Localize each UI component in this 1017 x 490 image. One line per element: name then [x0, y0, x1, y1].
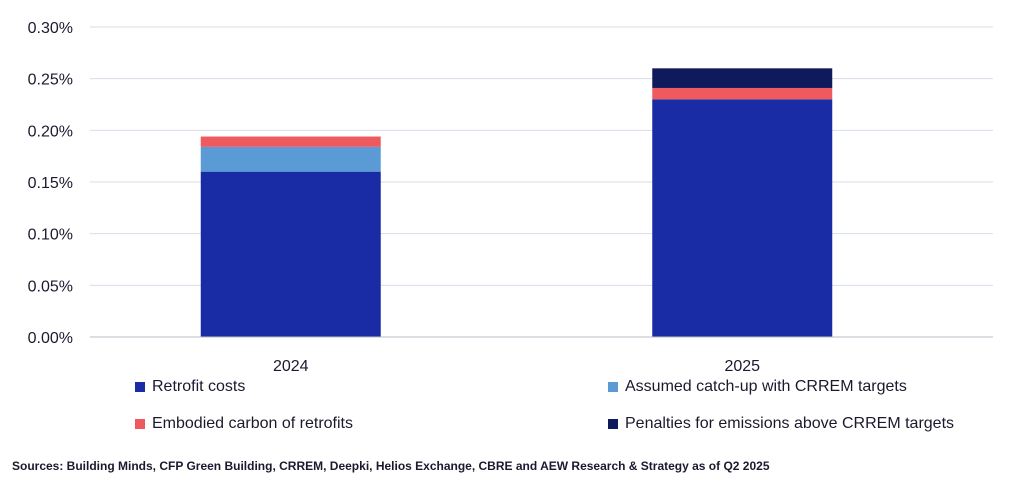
y-tick-label: 0.20% [28, 123, 73, 140]
source-note: Sources: Building Minds, CFP Green Build… [12, 459, 770, 473]
legend-label: Embodied carbon of retrofits [152, 415, 353, 432]
y-tick-label: 0.15% [28, 175, 73, 192]
legend: Retrofit costs Assumed catch-up with CRR… [0, 370, 1017, 440]
legend-swatch-icon [135, 419, 145, 429]
legend-label: Penalties for emissions above CRREM targ… [625, 415, 955, 432]
legend-swatch-icon [135, 382, 145, 392]
x-tick-label: 2025 [724, 358, 760, 375]
legend-item-penalties: Penalties for emissions above CRREM targ… [608, 415, 954, 433]
y-axis-ticks: 0.00% 0.05% 0.10% 0.15% 0.20% 0.25% 0.30% [28, 20, 73, 347]
bar-segment-2025-series-3 [652, 68, 833, 88]
bar-segment-2024-series-1 [200, 146, 381, 172]
bars [200, 68, 833, 337]
y-tick-label: 0.10% [28, 227, 73, 244]
legend-item-retrofit-costs: Retrofit costs [135, 378, 245, 396]
stacked-bar-chart: 0.00% 0.05% 0.10% 0.15% 0.20% 0.25% 0.30% 2024… [28, 20, 993, 375]
y-tick-label: 0.25% [28, 72, 73, 89]
bar-segment-2025-series-0 [652, 99, 833, 337]
legend-label: Assumed catch-up with CRREM targets [625, 378, 907, 395]
legend-item-embodied-carbon: Embodied carbon of retrofits [135, 415, 353, 433]
legend-swatch-icon [608, 419, 618, 429]
y-tick-label: 0.00% [28, 330, 73, 347]
y-tick-label: 0.30% [28, 20, 73, 37]
legend-swatch-icon [608, 382, 618, 392]
legend-label: Retrofit costs [152, 378, 246, 395]
bar-segment-2024-series-2 [200, 136, 381, 147]
y-tick-label: 0.05% [28, 278, 73, 295]
x-tick-label: 2024 [273, 358, 309, 375]
bar-segment-2025-series-2 [652, 87, 833, 100]
bar-segment-2024-series-0 [200, 171, 381, 337]
x-axis-ticks: 2024 2025 [273, 358, 760, 375]
legend-item-catch-up: Assumed catch-up with CRREM targets [608, 378, 907, 396]
